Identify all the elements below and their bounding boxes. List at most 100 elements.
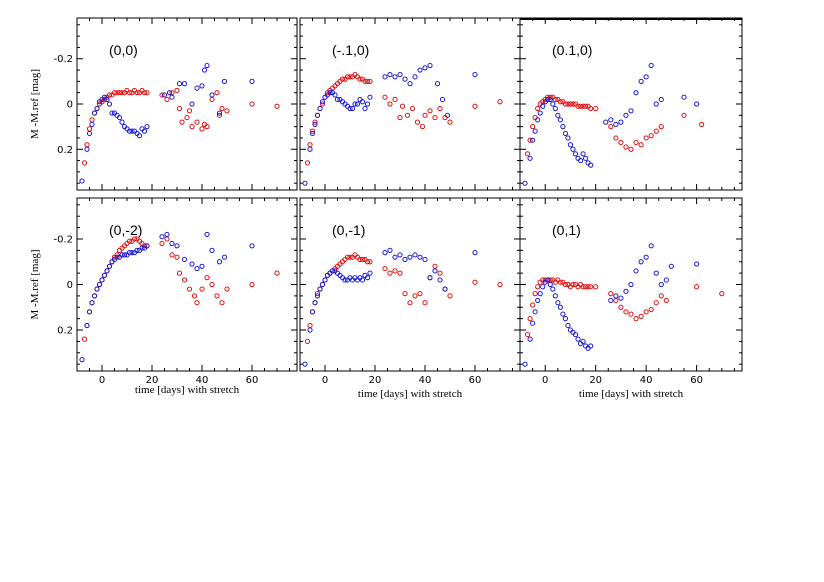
data-point-blue — [126, 250, 133, 256]
data-point-red — [427, 108, 433, 114]
data-point-blue — [560, 124, 566, 130]
data-point-red — [580, 284, 586, 290]
data-point-red — [214, 90, 220, 96]
data-point-blue — [582, 155, 589, 161]
panel-label: (0,-2) — [109, 222, 142, 238]
data-point-blue — [608, 297, 614, 304]
data-point-red — [447, 293, 453, 299]
x-tick-label: 20 — [369, 375, 382, 386]
data-point-blue — [417, 254, 423, 260]
data-point-red — [274, 270, 280, 276]
data-point-blue — [572, 331, 579, 338]
data-point-blue — [317, 286, 323, 292]
data-point-red — [347, 254, 353, 260]
y-axis-title: M -M.ref [mag] — [29, 250, 41, 320]
data-point-red — [176, 105, 183, 112]
data-point-red — [575, 103, 581, 109]
data-point-red — [497, 281, 503, 288]
data-point-blue — [588, 162, 594, 168]
x-axis-title: time [days] with stretch — [579, 388, 684, 400]
data-point-red — [81, 336, 88, 342]
data-point-red — [359, 256, 366, 263]
data-point-blue — [84, 146, 90, 152]
data-point-blue — [580, 338, 586, 345]
data-point-blue — [139, 245, 145, 251]
data-point-red — [309, 128, 316, 134]
data-point-blue — [572, 151, 579, 157]
data-point-red — [397, 270, 403, 276]
series-red — [81, 87, 280, 166]
data-point-blue — [437, 277, 443, 283]
data-point-red — [219, 105, 225, 112]
data-point-red — [131, 236, 138, 242]
panel-2: (-.1,0) — [299, 17, 521, 191]
data-point-red — [307, 142, 313, 148]
data-point-blue — [101, 272, 108, 278]
data-point-blue — [91, 110, 98, 116]
data-point-blue — [129, 250, 135, 256]
data-point-blue — [106, 263, 113, 269]
data-point-blue — [194, 85, 200, 91]
data-point-red — [663, 297, 669, 304]
data-point-red — [364, 259, 371, 265]
data-point-red — [106, 92, 113, 98]
data-point-blue — [332, 92, 338, 98]
data-point-red — [417, 291, 423, 297]
data-point-blue — [106, 101, 113, 107]
data-point-blue — [221, 254, 228, 260]
data-point-red — [633, 139, 639, 146]
data-point-red — [535, 284, 541, 290]
data-point-blue — [91, 293, 98, 299]
data-point-red — [699, 121, 705, 127]
data-point-blue — [194, 265, 200, 272]
data-point-red — [565, 101, 571, 107]
data-point-red — [693, 284, 700, 290]
data-point-blue — [164, 231, 170, 238]
data-point-blue — [623, 112, 629, 118]
data-point-red — [497, 99, 503, 105]
panel-6: 0 20 40 60 time [days] with stretch (0,1) — [519, 197, 743, 400]
data-point-blue — [126, 128, 133, 134]
data-point-red — [432, 114, 438, 121]
series-red — [304, 71, 503, 166]
data-point-red — [588, 284, 594, 290]
data-point-blue — [545, 277, 551, 283]
data-point-red — [582, 284, 589, 290]
data-point-blue — [199, 263, 205, 269]
data-point-blue — [648, 243, 654, 249]
data-point-blue — [79, 178, 85, 184]
data-point-blue — [302, 180, 308, 186]
data-point-blue — [119, 252, 125, 258]
data-point-red — [562, 101, 569, 107]
data-point-red — [392, 96, 398, 103]
data-point-blue — [161, 92, 168, 98]
series-red — [524, 277, 725, 338]
data-point-blue — [530, 320, 536, 326]
data-point-red — [86, 126, 93, 132]
data-point-red — [530, 302, 536, 308]
data-point-blue — [307, 146, 313, 152]
data-point-blue — [603, 119, 609, 125]
data-point-blue — [86, 130, 93, 137]
data-point-red — [216, 112, 223, 118]
data-point-red — [527, 316, 533, 322]
data-point-blue — [367, 270, 373, 276]
data-point-red — [593, 105, 599, 112]
x-tick-label: 0 — [542, 375, 548, 386]
data-point-blue — [134, 247, 140, 253]
data-point-red — [535, 105, 541, 112]
data-point-blue — [382, 74, 388, 80]
data-point-red — [524, 331, 531, 338]
x-tick-label: 0 — [99, 375, 105, 386]
data-point-blue — [552, 105, 558, 112]
data-point-blue — [387, 71, 393, 78]
data-point-red — [567, 101, 574, 107]
series-blue — [79, 231, 255, 363]
data-point-blue — [658, 281, 664, 288]
data-point-red — [169, 252, 175, 258]
data-point-blue — [623, 288, 629, 294]
data-point-blue — [317, 105, 323, 112]
panel-1: -0.2 0 0.2 M -M.ref [mag] (0,0) — [29, 17, 298, 191]
data-point-blue — [628, 108, 634, 114]
y-tick-label: -0.2 — [53, 54, 73, 65]
